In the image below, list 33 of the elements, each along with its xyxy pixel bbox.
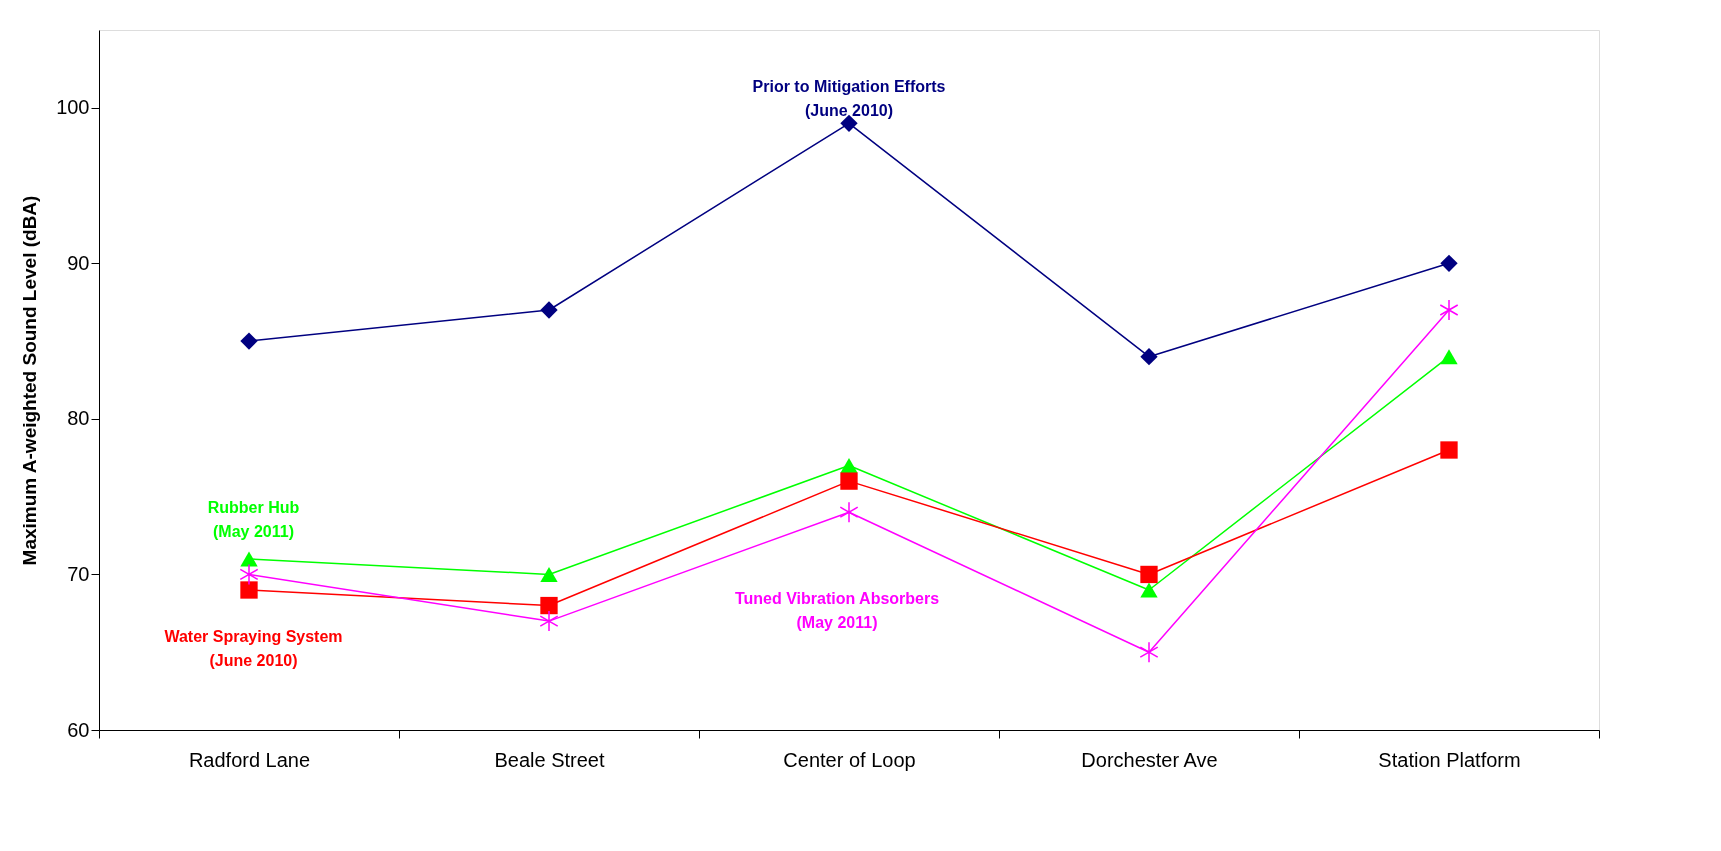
- x-tick-label: Dorchester Ave: [1081, 748, 1218, 771]
- annotation: Water Spraying System (June 2010): [164, 627, 343, 669]
- point: [1139, 641, 1159, 663]
- annotation: Tuned Vibration Absorbers (May 2011): [734, 590, 940, 632]
- y-tick-label: 100: [56, 96, 90, 119]
- point: [1140, 348, 1158, 366]
- point: [1440, 254, 1458, 272]
- point: [539, 610, 559, 632]
- point: [540, 596, 558, 615]
- point: [540, 301, 558, 319]
- annotation: Rubber Hub (May 2011): [207, 499, 300, 541]
- point: [240, 581, 258, 599]
- x-tick-label: Beale Street: [494, 748, 605, 771]
- point: [540, 566, 558, 582]
- x-tick-label: Center of Loop: [783, 748, 916, 771]
- x-tick-label: Radford Lane: [188, 748, 311, 771]
- annotation: Prior to Mitigation Efforts (June 2010): [752, 78, 946, 120]
- point: [240, 551, 258, 567]
- y-tick-label: 70: [67, 562, 90, 585]
- point: [240, 332, 258, 350]
- point: [1440, 349, 1458, 365]
- point: [840, 472, 858, 490]
- y-tick-label: 80: [67, 407, 90, 430]
- point: [239, 563, 259, 586]
- point: [1439, 299, 1459, 321]
- y-tick-label: 60: [67, 718, 90, 741]
- point: [1140, 582, 1158, 598]
- point: [1140, 565, 1158, 584]
- point: [839, 501, 859, 523]
- y-tick-label: 90: [67, 251, 90, 274]
- point: [1440, 441, 1458, 459]
- y-axis-title: Maximum A-weighted Sound Level (dBA): [19, 195, 41, 566]
- x-tick-label: Station Platform: [1378, 748, 1521, 771]
